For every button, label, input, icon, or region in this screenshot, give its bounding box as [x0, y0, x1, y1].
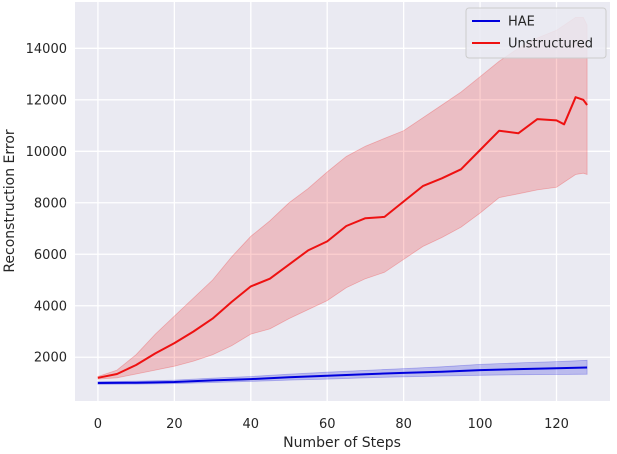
y-tick-label: 14000	[26, 42, 67, 57]
x-tick-label: 100	[468, 417, 493, 432]
plot-background	[75, 2, 610, 401]
y-tick-label: 4000	[34, 299, 67, 314]
grid	[75, 2, 610, 401]
x-tick-label: 40	[243, 417, 260, 432]
x-axis-label: Number of Steps	[283, 435, 401, 451]
unstructured-line	[97, 96, 588, 379]
y-axis-label: Reconstruction Error	[2, 129, 18, 273]
x-tick-label: 20	[166, 417, 183, 432]
x-tick-label: 80	[395, 417, 412, 432]
y-tick-labels: 2000 4000 6000 8000 10000 12000 14000	[26, 42, 67, 366]
x-tick-labels: 0 20 40 60 80 100 120	[94, 417, 569, 432]
hae-band	[97, 359, 588, 385]
legend-label-unstructured: Unstructured	[508, 37, 593, 52]
unstructured-band	[97, 17, 588, 380]
x-tick-label: 120	[544, 417, 569, 432]
legend-label-hae: HAE	[508, 15, 535, 30]
y-tick-label: 6000	[34, 248, 67, 263]
hae-line	[97, 366, 588, 384]
legend-box	[465, 7, 607, 59]
x-tick-label: 60	[319, 417, 336, 432]
legend: HAE Unstructured	[465, 7, 607, 59]
y-tick-label: 2000	[34, 351, 67, 366]
confidence-bands	[97, 17, 588, 385]
x-tick-label: 0	[94, 417, 102, 432]
y-tick-label: 12000	[26, 93, 67, 108]
y-tick-label: 8000	[34, 196, 67, 211]
series-lines	[97, 96, 588, 384]
y-tick-label: 10000	[26, 145, 67, 160]
